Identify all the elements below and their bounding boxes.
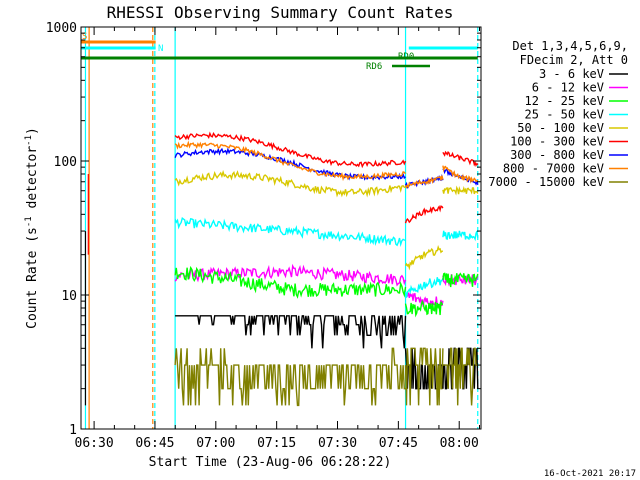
series-line — [174, 140, 407, 182]
series-line — [442, 150, 479, 167]
x-tick-label: 07:00 — [196, 436, 235, 451]
series-line — [404, 244, 444, 271]
series-line — [404, 347, 444, 406]
y-axis-label: Count Rate (s-1 detector-1) — [24, 127, 40, 329]
series-line — [174, 131, 407, 169]
legend-label: 50 - 100 keV — [517, 121, 604, 135]
series-line — [404, 277, 444, 298]
x-tick-label: 06:30 — [75, 436, 114, 451]
orbit-flag-label: S — [82, 32, 87, 42]
orbit-flag-label: RD6 — [366, 62, 382, 72]
legend-label: 3 - 6 keV — [539, 67, 604, 81]
x-tick-label: 07:15 — [257, 436, 296, 451]
legend-label: 300 - 800 keV — [510, 148, 604, 162]
series-line — [174, 347, 406, 407]
orbit-flag-label: RD0 — [398, 52, 414, 62]
y-axis-label-base: Count Rate (s — [25, 227, 40, 329]
legend-header-line-1: Det 1,3,4,5,6,9, — [512, 39, 628, 53]
orbit-flag-label: N — [158, 44, 163, 54]
series-line — [175, 315, 407, 349]
series-line — [442, 347, 478, 406]
y-tick-label: 1000 — [46, 21, 77, 36]
y-axis-label-end: ) — [25, 127, 40, 135]
y-axis: 1 10 100 1000 — [46, 21, 481, 438]
legend-header-line-2: FDecim 2, Att 0 — [520, 53, 628, 67]
series-line — [404, 175, 444, 189]
series-line — [404, 205, 444, 224]
legend-label: 800 - 7000 keV — [503, 162, 604, 176]
series-line — [174, 217, 406, 248]
legend-label: 100 - 300 keV — [510, 135, 604, 149]
y-axis-label-mid: detector — [25, 146, 40, 217]
series-line — [174, 147, 406, 181]
y-axis-label-sup-1: -1 — [24, 216, 34, 227]
series-line — [404, 299, 444, 318]
x-axis: 06:30 06:45 07:00 07:15 07:30 07:45 08:00 — [75, 27, 480, 451]
plot-frame — [80, 26, 482, 430]
footer-date: 16-Oct-2021 20:17 — [544, 469, 636, 479]
legend: Det 1,3,4,5,6,9, FDecim 2, Att 0 3 - 6 k… — [488, 39, 628, 189]
series-line — [404, 291, 444, 308]
series-line — [442, 185, 479, 196]
series-line — [442, 272, 479, 288]
y-axis-label-sup-2: -1 — [24, 135, 34, 146]
plot-area: S N RD0 RD6 — [81, 27, 479, 429]
x-tick-label: 06:45 — [135, 436, 174, 451]
x-axis-label: Start Time (23-Aug-06 06:28:22) — [149, 455, 392, 470]
series-line — [174, 265, 407, 299]
series-line — [442, 165, 478, 184]
legend-label: 6 - 12 keV — [532, 81, 604, 95]
legend-label: 12 - 25 keV — [525, 94, 604, 108]
chart-title: RHESSI Observing Summary Count Rates — [107, 3, 454, 22]
y-tick-label: 100 — [54, 155, 77, 170]
series-line — [174, 169, 406, 198]
legend-label: 7000 - 15000 keV — [488, 175, 604, 189]
x-tick-label: 08:00 — [440, 436, 479, 451]
series-line — [442, 230, 479, 242]
y-tick-label: 1 — [69, 423, 77, 438]
y-tick-label: 10 — [61, 289, 77, 304]
legend-label: 25 - 50 keV — [525, 108, 604, 122]
series-line — [174, 263, 407, 287]
x-tick-label: 07:30 — [318, 436, 357, 451]
x-tick-label: 07:45 — [379, 436, 418, 451]
